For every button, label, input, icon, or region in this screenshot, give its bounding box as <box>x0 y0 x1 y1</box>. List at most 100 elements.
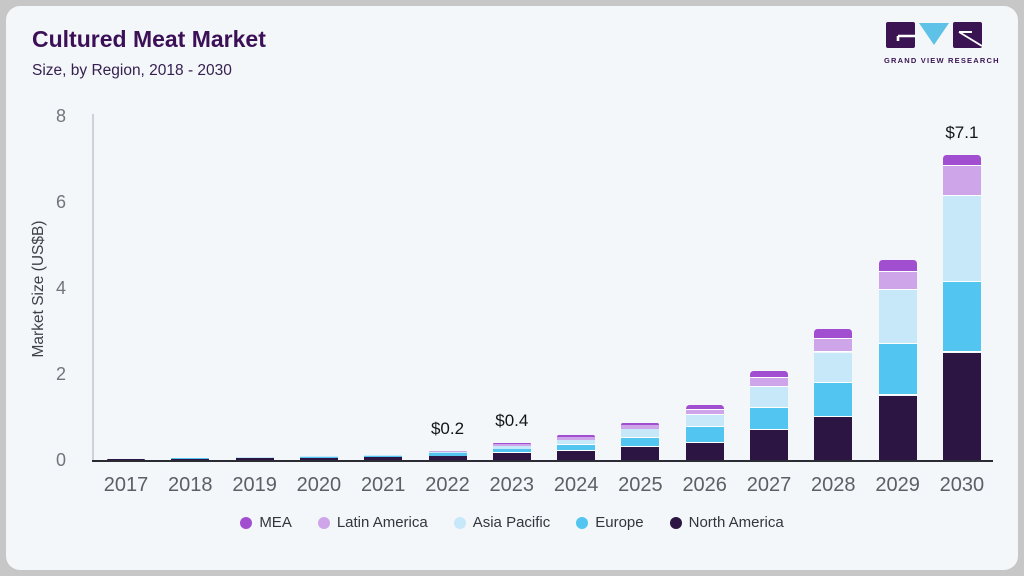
bar-2018-north-america <box>171 458 210 460</box>
chart-area: Market Size (US$B) 0 2 4 6 8 2017 2018 2019 2020… <box>6 6 1018 570</box>
legend-label: Asia Pacific <box>472 514 551 531</box>
bar-2024-europe <box>557 445 596 451</box>
x-tick-label: 2018 <box>168 474 213 496</box>
bar-2030-europe <box>942 281 981 353</box>
bar-2024-north-america <box>557 450 596 460</box>
bar-2025-north-america <box>621 447 660 460</box>
bar-2023-mea <box>492 442 531 445</box>
bar-2023-north-america <box>492 453 531 460</box>
bar-2026-latin-america <box>685 410 724 416</box>
legend-item-north-america: North America <box>669 514 784 531</box>
chart-card: Cultured Meat Market Size, by Region, 20… <box>6 6 1018 570</box>
legend-label: Europe <box>595 514 644 531</box>
bar-2025-asia-pacific <box>621 429 660 439</box>
x-tick-label: 2022 <box>425 474 470 496</box>
value-label: $0.2 <box>430 419 465 439</box>
bar-2030-north-america <box>942 352 981 460</box>
gvr-logo: GRAND VIEW RESEARCH <box>884 22 1000 65</box>
bar-2028-mea <box>814 328 853 339</box>
bar-2025-europe <box>621 438 660 448</box>
legend-item-asia-pacific: Asia Pacific <box>453 514 551 531</box>
bar-2023-latin-america <box>492 444 531 446</box>
bar-2020-asia-pacific <box>299 455 338 457</box>
bar-2021-europe <box>364 455 403 457</box>
legend-item-europe: Europe <box>576 514 644 531</box>
x-tick-label: 2027 <box>746 474 792 496</box>
bar-2028-latin-america <box>814 338 853 353</box>
bar-2019-asia-pacific <box>235 456 274 458</box>
x-axis-line <box>92 460 993 462</box>
bar-2024-mea <box>557 435 596 438</box>
page-subtitle: Size, by Region, 2018 - 2030 <box>32 62 232 79</box>
gvr-logo-text: GRAND VIEW RESEARCH <box>884 56 1000 65</box>
bar-2029-north-america <box>878 395 917 460</box>
legend-dot <box>669 516 682 529</box>
page-title: Cultured Meat Market <box>32 26 266 52</box>
x-tick-label: 2025 <box>618 474 663 496</box>
legend-dot <box>576 516 589 529</box>
x-tick-label: 2023 <box>489 474 535 496</box>
bar-2020-europe <box>299 456 338 458</box>
bar-2027-asia-pacific <box>750 386 788 409</box>
legend-dot <box>317 516 330 529</box>
legend-item-latin-america: Latin America <box>317 514 428 531</box>
x-tick-label: 2017 <box>103 474 149 496</box>
y-tick-label: 2 <box>55 364 66 384</box>
legend-item-mea: MEA <box>240 514 292 531</box>
bar-2026-europe <box>685 427 724 443</box>
bar-2017-north-america <box>107 459 145 460</box>
bar-2026-asia-pacific <box>685 415 724 428</box>
legend-label: North America <box>688 514 784 531</box>
legend-label: Latin America <box>336 514 428 531</box>
x-tick-label: 2019 <box>232 474 277 496</box>
bar-2025-mea <box>621 423 660 426</box>
bar-2021-north-america <box>364 456 403 460</box>
bar-2028-europe <box>814 382 853 417</box>
bar-2025-latin-america <box>621 425 660 430</box>
value-label: $7.1 <box>945 122 979 142</box>
x-tick-label: 2030 <box>939 474 985 496</box>
x-tick-label: 2021 <box>360 474 406 496</box>
gvr-logo-icon <box>886 22 983 48</box>
legend-dot <box>240 516 253 529</box>
bar-2029-asia-pacific <box>878 290 917 344</box>
bar-2029-europe <box>878 343 917 396</box>
x-tick-label: 2026 <box>682 474 727 496</box>
bar-2028-north-america <box>814 417 853 460</box>
bar-2023-asia-pacific <box>492 445 531 449</box>
bar-2022-north-america <box>428 455 467 460</box>
bar-2019-north-america <box>235 458 274 460</box>
y-tick-label: 4 <box>55 278 66 298</box>
value-label: $0.4 <box>495 410 529 430</box>
x-tick-label: 2020 <box>296 474 342 496</box>
legend-dot <box>453 516 466 529</box>
bar-2021-asia-pacific <box>364 454 403 456</box>
x-tick-label: 2024 <box>553 474 599 496</box>
bar-2026-north-america <box>685 442 724 460</box>
bar-2028-asia-pacific <box>814 352 853 383</box>
bar-2024-latin-america <box>557 437 596 441</box>
y-tick-label: 6 <box>55 192 66 212</box>
bar-2029-mea <box>878 260 917 273</box>
chart-legend: MEA Latin America Asia Pacific Europe North … <box>6 514 1018 531</box>
bar-2020-north-america <box>299 457 338 460</box>
bar-2027-europe <box>750 408 788 430</box>
bar-2030-asia-pacific <box>942 195 981 282</box>
x-tick-label: 2028 <box>811 474 856 496</box>
legend-label: MEA <box>259 514 292 531</box>
bar-2022-latin-america <box>428 450 467 452</box>
bar-2023-europe <box>492 448 531 454</box>
bar-2027-north-america <box>750 429 788 460</box>
bar-2024-asia-pacific <box>557 440 596 446</box>
bar-2022-europe <box>428 453 467 456</box>
y-tick-label: 8 <box>55 106 66 126</box>
bar-2026-mea <box>685 404 724 411</box>
bar-2030-mea <box>942 154 981 167</box>
bar-2029-latin-america <box>878 272 917 291</box>
y-tick-label: 0 <box>55 450 66 470</box>
bar-2022-asia-pacific <box>428 451 467 454</box>
y-axis-line <box>92 114 94 462</box>
x-tick-label: 2029 <box>875 474 920 496</box>
bar-2030-latin-america <box>942 166 981 196</box>
bar-2027-mea <box>750 371 788 378</box>
